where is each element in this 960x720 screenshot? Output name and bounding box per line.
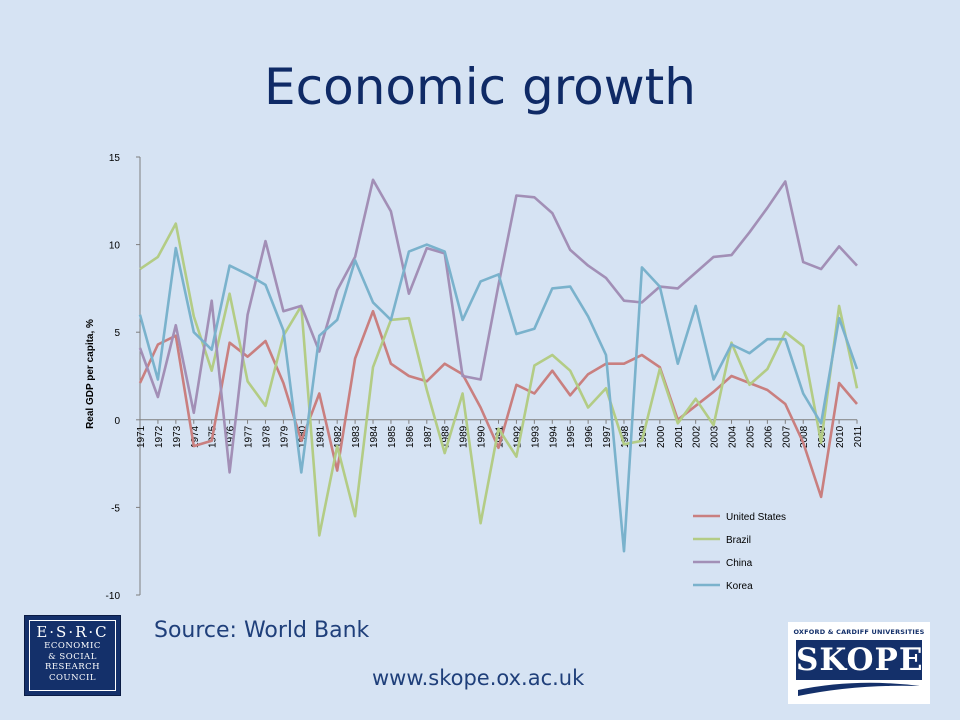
y-axis-title-group: Real GDP per capita, %: [85, 319, 96, 429]
x-tick-label: 2002: [692, 425, 703, 448]
x-tick-label: 1991: [495, 425, 506, 448]
x-tick-label: 1983: [351, 425, 362, 448]
x-tick-label: 2006: [763, 425, 774, 448]
legend-label: Korea: [726, 581, 753, 592]
x-tick-label: 1982: [333, 425, 344, 448]
x-tick-label: 1986: [405, 425, 416, 448]
website-link[interactable]: www.skope.ox.ac.uk: [372, 666, 585, 690]
x-tick-label: 1998: [620, 425, 631, 448]
skope-logo-wordmark: SKOPE: [796, 640, 924, 680]
x-tick-label: 2005: [745, 425, 756, 448]
y-tick-label: -10: [106, 591, 121, 602]
axes: [136, 156, 858, 596]
legend: United States Brazil China Korea: [693, 512, 786, 592]
skope-logo: OXFORD & CARDIFF UNIVERSITIES SKOPE: [788, 622, 930, 704]
x-tick-label: 2010: [835, 425, 846, 448]
x-tick-label: 2003: [710, 425, 721, 448]
x-tick-label: 1972: [154, 425, 165, 448]
x-tick-label: 2001: [674, 425, 685, 448]
x-tick-label: 2000: [656, 425, 667, 448]
y-tick-labels: 15 10 5 0 -5 -10: [106, 153, 121, 602]
series-line-china: [138, 178, 858, 474]
esrc-logo-initials: E·S·R·C: [36, 623, 109, 641]
y-tick-label: -5: [111, 503, 120, 514]
x-tick-label: 1996: [584, 425, 595, 448]
x-tick-label: 1984: [369, 425, 380, 448]
source-note: Source: World Bank: [154, 618, 370, 643]
x-tick-label: 1987: [423, 425, 434, 448]
x-tick-label: 2007: [781, 425, 792, 448]
x-tick-label: 1988: [441, 425, 452, 448]
x-tick-label: 2011: [853, 425, 864, 447]
series-line-united-states: [138, 309, 858, 499]
esrc-logo-line: ECONOMIC: [44, 641, 101, 651]
y-tick-label: 0: [114, 416, 120, 427]
x-tick-label: 2008: [799, 425, 810, 448]
y-tick-label: 15: [109, 153, 121, 164]
legend-label: China: [726, 558, 753, 569]
x-tick-label: 1976: [226, 425, 237, 448]
y-tick-label: 5: [114, 328, 120, 339]
x-tick-label: 1985: [387, 425, 398, 448]
x-tick-label: 2004: [728, 425, 739, 448]
y-axis-title: Real GDP per capita, %: [85, 319, 96, 429]
x-tick-label: 1981: [315, 425, 326, 448]
x-tick-label: 1971: [136, 425, 147, 448]
esrc-logo: E·S·R·C ECONOMIC & SOCIAL RESEARCH COUNC…: [24, 615, 121, 696]
x-tick-label: 1977: [244, 425, 255, 448]
series-lines: [138, 178, 859, 553]
series-line-brazil: [139, 222, 859, 537]
skope-logo-tagline: OXFORD & CARDIFF UNIVERSITIES: [793, 628, 925, 636]
x-tick-label: 1997: [602, 425, 613, 448]
x-tick-label: 1994: [548, 425, 559, 448]
x-tick-label: 1995: [566, 425, 577, 448]
x-tick-label: 1992: [512, 425, 523, 448]
esrc-logo-line: RESEARCH: [44, 662, 101, 672]
x-tick-label: 1989: [459, 425, 470, 448]
x-tick-label: 1979: [279, 425, 290, 448]
y-tick-label: 10: [109, 241, 121, 252]
legend-label: United States: [726, 512, 786, 523]
skope-swoosh-icon: [798, 682, 920, 696]
x-tick-label: 1993: [530, 425, 541, 448]
esrc-logo-line: COUNCIL: [48, 672, 97, 683]
x-tick-label: 1973: [172, 425, 183, 448]
legend-label: Brazil: [726, 535, 751, 546]
page-title: Economic growth: [264, 58, 696, 116]
x-tick-label: 1978: [261, 425, 272, 448]
series-line-korea: [138, 243, 859, 553]
x-tick-label: 1974: [190, 425, 201, 448]
x-tick-label: 1990: [477, 425, 488, 448]
esrc-logo-line: & SOCIAL: [48, 651, 97, 662]
